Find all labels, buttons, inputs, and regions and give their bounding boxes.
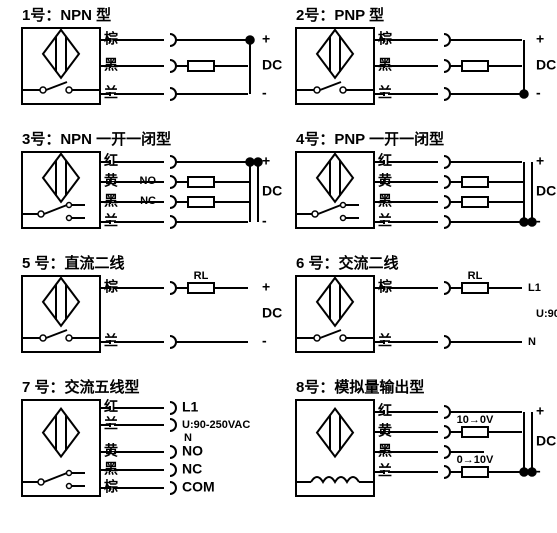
svg-text:U:90-250VAC: U:90-250VAC [536,308,557,320]
svg-text:-: - [262,213,267,229]
svg-text:N: N [528,336,536,348]
svg-text:-: - [262,85,267,101]
svg-text:-: - [536,463,541,479]
svg-text:+: + [536,153,544,169]
svg-text:DC: DC [262,57,282,73]
svg-text:NC: NC [140,195,156,207]
svg-text:DC: DC [536,57,556,73]
svg-text:+: + [536,31,544,47]
b1: 1号：NPN 型棕黑兰+-DC [22,6,282,104]
b2: 2号：PNP 型棕黑兰+-DC [296,6,556,104]
svg-text:3号：NPN 一开一闭型: 3号：NPN 一开一闭型 [22,130,171,148]
svg-text:RL: RL [468,270,483,282]
svg-text:NC: NC [182,461,202,477]
b8: 8号：模拟量输出型红黄10→0V黑兰0→10V+-DC [296,378,556,496]
svg-text:NO: NO [182,443,203,459]
svg-text:DC: DC [262,305,282,321]
svg-text:-: - [262,333,267,349]
svg-text:8号：模拟量输出型: 8号：模拟量输出型 [296,378,424,396]
svg-text:+: + [262,31,270,47]
wiring-diagram-sheet: 1号：NPN 型棕黑兰+-DC2号：PNP 型棕黑兰+-DC3号：NPN 一开一… [0,0,557,533]
b4: 4号：PNP 一开一闭型红黄黑兰+-DC [296,130,556,229]
svg-text:7 号：交流五线型: 7 号：交流五线型 [22,378,140,396]
svg-text:DC: DC [262,183,282,199]
b5: 5 号：直流二线棕RL兰+-DC [22,254,282,352]
svg-text:COM: COM [182,479,215,495]
svg-text:DC: DC [536,183,556,199]
svg-text:2号：PNP 型: 2号：PNP 型 [296,6,384,24]
svg-text:L1: L1 [528,282,541,294]
svg-text:+: + [262,153,270,169]
svg-text:0→10V: 0→10V [457,454,494,466]
svg-text:U:90-250VAC: U:90-250VAC [182,419,250,431]
svg-text:NO: NO [140,175,157,187]
svg-text:6 号：交流二线: 6 号：交流二线 [296,254,399,272]
svg-text:1号：NPN 型: 1号：NPN 型 [22,6,111,24]
svg-text:+: + [536,403,544,419]
svg-text:+: + [262,279,270,295]
b7: 7 号：交流五线型红L1兰U:90-250VACN黄NO黑NC棕COM [22,378,250,496]
b3: 3号：NPN 一开一闭型红黄NO黑NC兰+-DC [22,130,282,229]
svg-text:5 号：直流二线: 5 号：直流二线 [22,254,125,272]
svg-text:-: - [536,85,541,101]
b6: 6 号：交流二线棕RLL1兰NU:90-250VAC [296,254,557,352]
svg-text:RL: RL [194,270,209,282]
svg-text:4号：PNP 一开一闭型: 4号：PNP 一开一闭型 [296,130,444,148]
svg-text:DC: DC [536,433,556,449]
svg-text:10→0V: 10→0V [457,414,494,426]
svg-text:L1: L1 [182,399,199,415]
svg-text:-: - [536,213,541,229]
